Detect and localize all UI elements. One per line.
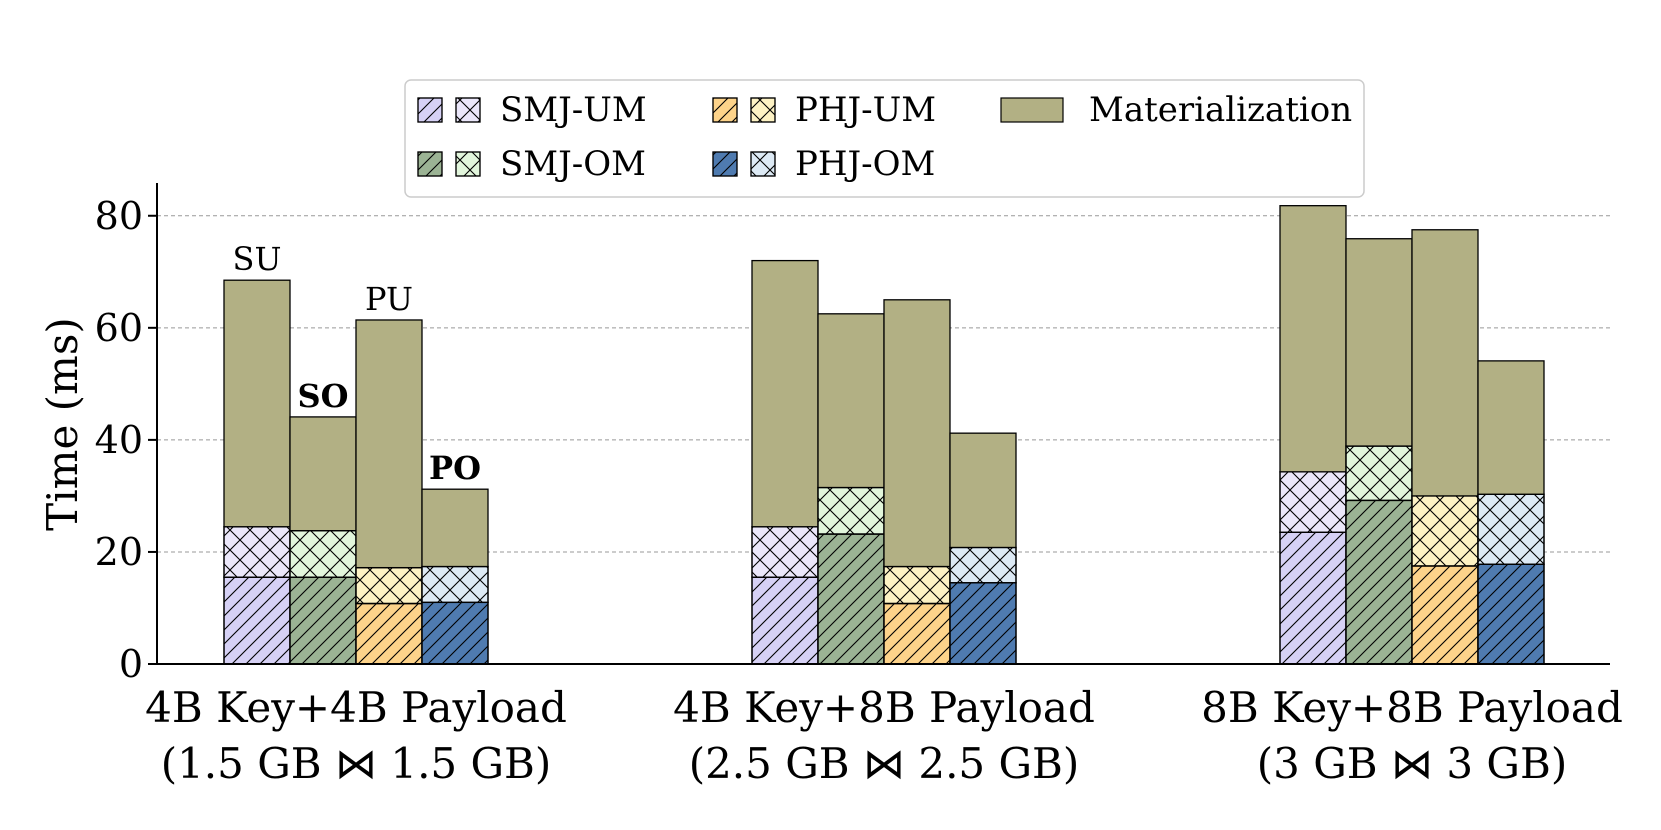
bar-smj-om-g2-second-hatch (817, 486, 885, 535)
bar-phj-um-g2-second-hatch (883, 565, 951, 605)
bars (223, 205, 1545, 665)
legend-label-materialization: Materialization (1089, 90, 1352, 130)
category-label-1-line2: (1.5 GB ⋈ 1.5 GB) (161, 739, 552, 788)
bar-smj-um-g1-first-hatch (223, 576, 291, 665)
legend-label-smj-om: SMJ-OM (500, 144, 646, 184)
bar-smj-um-g2-first-hatch (751, 576, 819, 665)
bar-phj-um-g3-second-hatch (1411, 495, 1479, 567)
bar-labels: SU SO PU PO (233, 240, 481, 487)
legend-swatch-phj-um-first-hatch (712, 97, 738, 123)
legend-swatch-smj-om-first-hatch (417, 151, 443, 177)
category-label-1-line1: 4B Key+4B Payload (145, 683, 567, 732)
bar-phj-om-g3-first-hatch (1477, 563, 1545, 665)
y-tick-label-0: 0 (119, 642, 143, 686)
bar-phj-um-g2-materialization (883, 299, 951, 568)
bar-phj-um-g2-first-hatch (883, 602, 951, 665)
bar-smj-um-g2-materialization (751, 259, 819, 528)
bar-phj-om-g1-first-hatch (421, 601, 489, 665)
bar-label-pu: PU (365, 280, 413, 318)
y-ticks: 0 20 40 60 80 (95, 194, 157, 686)
x-category-labels: 4B Key+4B Payload (1.5 GB ⋈ 1.5 GB) 4B Key… (145, 683, 1623, 788)
bar-smj-um-g3-second-hatch (1279, 471, 1347, 533)
legend-label-phj-um: PHJ-UM (795, 90, 936, 130)
legend-label-smj-um: SMJ-UM (500, 90, 647, 130)
y-tick-label-80: 80 (95, 194, 143, 238)
y-tick-label-20: 20 (95, 530, 143, 574)
y-tick-label-60: 60 (95, 306, 143, 350)
bar-smj-om-g2-materialization (817, 313, 885, 489)
category-label-2-line1: 4B Key+8B Payload (673, 683, 1095, 732)
legend-swatch-materialization (1000, 97, 1064, 123)
y-axis-label: Time (ms) (38, 317, 87, 531)
category-label-3-line2: (3 GB ⋈ 3 GB) (1257, 739, 1567, 788)
legend-label-phj-om: PHJ-OM (795, 144, 935, 184)
bar-phj-um-g3-materialization (1411, 229, 1479, 497)
bar-smj-um-g2-second-hatch (751, 526, 819, 578)
bar-label-so: SO (298, 377, 349, 415)
bar-smj-om-g1-second-hatch (289, 529, 357, 578)
bar-phj-um-g1-materialization (355, 319, 423, 569)
y-tick-label-40: 40 (95, 418, 143, 462)
bar-phj-om-g3-second-hatch (1477, 493, 1545, 565)
bar-smj-om-g1-first-hatch (289, 576, 357, 665)
legend-swatch-phj-um-second-hatch (750, 97, 776, 123)
bar-smj-om-g3-materialization (1345, 238, 1413, 447)
legend: SMJ-UM PHJ-UM SMJ-OM PHJ-OM Materialization (404, 79, 1365, 198)
legend-swatch-phj-om-second-hatch (750, 151, 776, 177)
bar-phj-om-g1-second-hatch (421, 565, 489, 604)
bar-smj-om-g1-materialization (289, 416, 357, 532)
category-label-3-line1: 8B Key+8B Payload (1201, 683, 1623, 732)
bar-phj-om-g2-materialization (949, 432, 1017, 549)
legend-swatch-phj-om-first-hatch (712, 151, 738, 177)
legend-frame (404, 79, 1365, 198)
bar-smj-om-g3-second-hatch (1345, 445, 1413, 502)
legend-swatch-smj-um-second-hatch (455, 97, 481, 123)
bar-phj-om-g2-first-hatch (949, 582, 1017, 665)
bar-label-po: PO (429, 449, 481, 487)
bar-smj-om-g3-first-hatch (1345, 499, 1413, 665)
axes (156, 183, 1610, 665)
bar-phj-um-g3-first-hatch (1411, 565, 1479, 665)
bar-smj-um-g3-materialization (1279, 205, 1347, 473)
bar-phj-um-g1-second-hatch (355, 566, 423, 605)
bar-phj-om-g2-second-hatch (949, 546, 1017, 584)
bar-smj-um-g1-materialization (223, 279, 291, 528)
bar-smj-um-g1-second-hatch (223, 526, 291, 578)
bar-phj-om-g1-materialization (421, 488, 489, 568)
bar-label-su: SU (233, 240, 282, 278)
bar-phj-um-g1-first-hatch (355, 602, 423, 665)
legend-swatch-smj-um-first-hatch (417, 97, 443, 123)
bar-smj-om-g2-first-hatch (817, 533, 885, 665)
category-label-2-line2: (2.5 GB ⋈ 2.5 GB) (689, 739, 1080, 788)
bar-phj-om-g3-materialization (1477, 360, 1545, 495)
legend-swatch-smj-om-second-hatch (455, 151, 481, 177)
bar-smj-um-g3-first-hatch (1279, 531, 1347, 665)
